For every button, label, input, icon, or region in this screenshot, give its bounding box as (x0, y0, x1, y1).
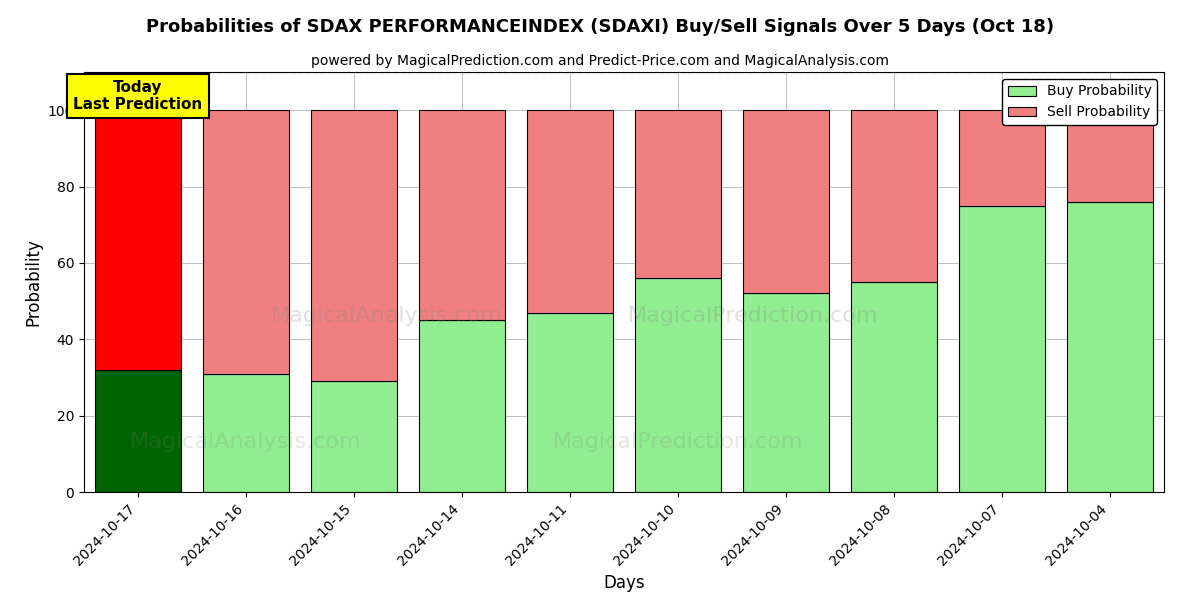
Bar (95, 110, 181, 370)
Bar (203, 110, 289, 374)
Bar (851, 110, 937, 282)
Bar (311, 110, 397, 381)
Text: MagicalPrediction.com: MagicalPrediction.com (629, 305, 878, 326)
Text: Today
Last Prediction: Today Last Prediction (73, 80, 203, 112)
Text: Probabilities of SDAX PERFORMANCEINDEX (SDAXI) Buy/Sell Signals Over 5 Days (Oct: Probabilities of SDAX PERFORMANCEINDEX (… (146, 18, 1054, 36)
Bar (851, 282, 937, 492)
Bar (635, 110, 721, 278)
Bar (959, 110, 1045, 206)
Bar (419, 320, 505, 492)
X-axis label: Days: Days (604, 574, 644, 592)
Bar (311, 381, 397, 492)
Bar (419, 110, 505, 320)
Bar (1067, 202, 1153, 492)
Text: MagicalPrediction.com: MagicalPrediction.com (553, 431, 803, 452)
Y-axis label: Probability: Probability (24, 238, 42, 326)
Legend: Buy Probability, Sell Probability: Buy Probability, Sell Probability (1002, 79, 1157, 125)
Bar (95, 370, 181, 492)
Text: MagicalAnalysis.com: MagicalAnalysis.com (270, 305, 503, 326)
Bar (959, 206, 1045, 492)
Bar (743, 293, 829, 492)
Text: MagicalAnalysis.com: MagicalAnalysis.com (130, 431, 362, 452)
Bar (743, 110, 829, 293)
Bar (203, 374, 289, 492)
Bar (527, 313, 613, 492)
Text: powered by MagicalPrediction.com and Predict-Price.com and MagicalAnalysis.com: powered by MagicalPrediction.com and Pre… (311, 54, 889, 68)
Bar (635, 278, 721, 492)
Bar (1067, 110, 1153, 202)
Bar (527, 110, 613, 313)
